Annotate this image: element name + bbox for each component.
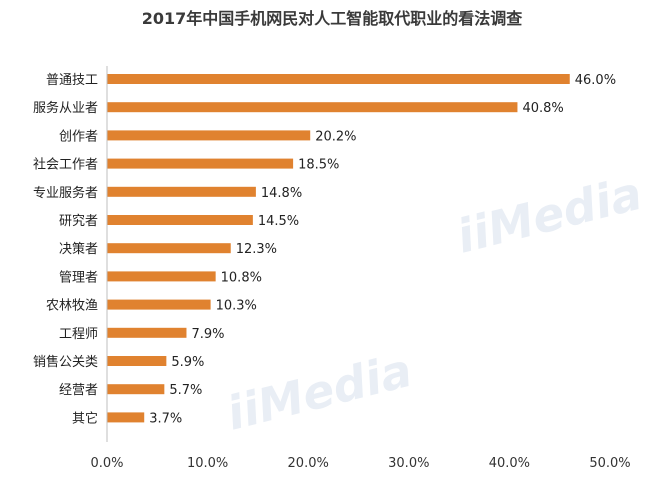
x-tick-label: 0.0% [90, 456, 123, 471]
category-label: 决策者 [59, 241, 98, 257]
bar [107, 130, 311, 141]
value-label: 12.3% [236, 242, 277, 257]
value-label: 5.9% [171, 355, 204, 370]
bar [107, 74, 570, 84]
category-label: 普通技工 [46, 73, 98, 88]
category-label: 服务从业者 [33, 100, 98, 116]
value-label: 5.7% [169, 383, 202, 398]
bar [107, 412, 145, 423]
value-label: 14.8% [261, 186, 302, 201]
value-label: 10.3% [216, 299, 257, 314]
chart-title: 2017年中国手机网民对人工智能取代职业的看法调查 [142, 9, 523, 28]
bar [107, 271, 216, 282]
category-label: 创作者 [59, 129, 98, 144]
bar [107, 299, 211, 310]
bar [107, 384, 165, 395]
watermark-logo-lower: iiMedia [221, 343, 417, 441]
category-label: 研究者 [59, 214, 98, 229]
category-labels: 普通技工服务从业者创作者社会工作者专业服务者研究者决策者管理者农林牧渔工程师销售… [33, 73, 98, 426]
x-tick-label: 20.0% [288, 456, 329, 471]
category-label: 专业服务者 [33, 185, 98, 201]
bar [107, 158, 294, 169]
x-tick-labels: 0.0% 10.0% 20.0% 30.0% 40.0% 50.0% [90, 456, 630, 471]
watermark-logo-upper: iiMedia [451, 166, 647, 264]
value-label: 20.2% [315, 129, 356, 144]
bar [107, 186, 256, 197]
value-label: 7.9% [191, 327, 224, 342]
value-label: 14.5% [258, 214, 299, 229]
category-label: 销售公关类 [33, 354, 98, 370]
x-tick-label: 30.0% [388, 456, 429, 471]
category-label: 农林牧渔 [46, 299, 98, 314]
value-label: 3.7% [149, 411, 182, 426]
category-label: 工程师 [59, 327, 98, 342]
category-label: 经营者 [59, 383, 98, 398]
bars [107, 74, 570, 423]
bar [107, 356, 167, 366]
bar [107, 102, 518, 113]
category-label: 社会工作者 [33, 157, 98, 173]
value-label: 46.0% [575, 73, 616, 88]
x-tick-label: 40.0% [489, 456, 530, 471]
category-label: 其它 [72, 410, 98, 426]
bar [107, 327, 187, 338]
watermark-group: iiMedia iiMedia [221, 166, 647, 441]
category-label: 管理者 [59, 270, 98, 285]
value-labels: 46.0% 40.8% 20.2% 18.5% 14.8% 14.5% 12.3% 10.8%… [149, 73, 616, 426]
x-tick-label: 10.0% [187, 456, 228, 471]
bar [107, 215, 253, 225]
bar [107, 243, 231, 254]
x-tick-label: 50.0% [589, 456, 630, 471]
value-label: 40.8% [522, 101, 563, 116]
value-label: 10.8% [221, 270, 262, 285]
value-label: 18.5% [298, 158, 339, 173]
